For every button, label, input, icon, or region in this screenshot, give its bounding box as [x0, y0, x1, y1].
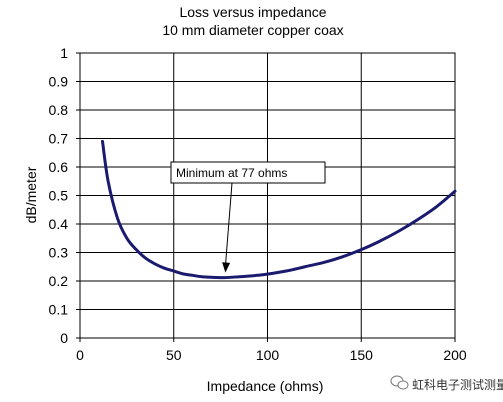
x-tick-label: 200 — [443, 347, 467, 363]
y-tick-label: 0.7 — [49, 131, 69, 147]
y-tick-label: 0 — [60, 330, 68, 346]
x-axis-label: Impedance (ohms) — [207, 378, 324, 394]
chart-title: Loss versus impedance — [179, 4, 326, 20]
y-tick-label: 0.1 — [49, 302, 69, 318]
x-tick-label: 50 — [166, 347, 182, 363]
y-tick-label: 0.2 — [49, 273, 69, 289]
annotation-arrowhead — [222, 262, 231, 273]
annotation-arrow — [224, 182, 233, 267]
wechat-icon — [390, 375, 409, 390]
x-tick-label: 100 — [256, 347, 280, 363]
x-tick-label: 150 — [350, 347, 374, 363]
annotation-label: Minimum at 77 ohms — [176, 166, 287, 180]
y-axis-ticks: 0 0.1 0.2 0.3 0.4 0.5 0.6 0.7 0.8 0.9 1 — [49, 45, 80, 346]
y-tick-label: 0.4 — [49, 216, 69, 232]
y-axis-label: dB/meter — [23, 166, 39, 223]
y-tick-label: 0.5 — [49, 188, 69, 204]
chart-subtitle: 10 mm diameter copper coax — [162, 22, 343, 38]
watermark-text: 虹科电子测试测量 — [412, 377, 503, 392]
annotation-minimum: Minimum at 77 ohms — [170, 161, 326, 273]
gridlines — [79, 52, 456, 339]
watermark: 虹科电子测试测量 — [390, 375, 503, 392]
y-tick-label: 1 — [60, 45, 68, 61]
x-axis-ticks: 0 50 100 150 200 — [76, 338, 467, 363]
y-tick-label: 0.8 — [49, 102, 69, 118]
y-tick-label: 0.9 — [49, 74, 69, 90]
y-tick-label: 0.6 — [49, 159, 69, 175]
y-tick-label: 0.3 — [49, 245, 69, 261]
series-line-loss — [101, 139, 457, 280]
x-tick-label: 0 — [76, 347, 84, 363]
annotation-box — [170, 161, 326, 184]
